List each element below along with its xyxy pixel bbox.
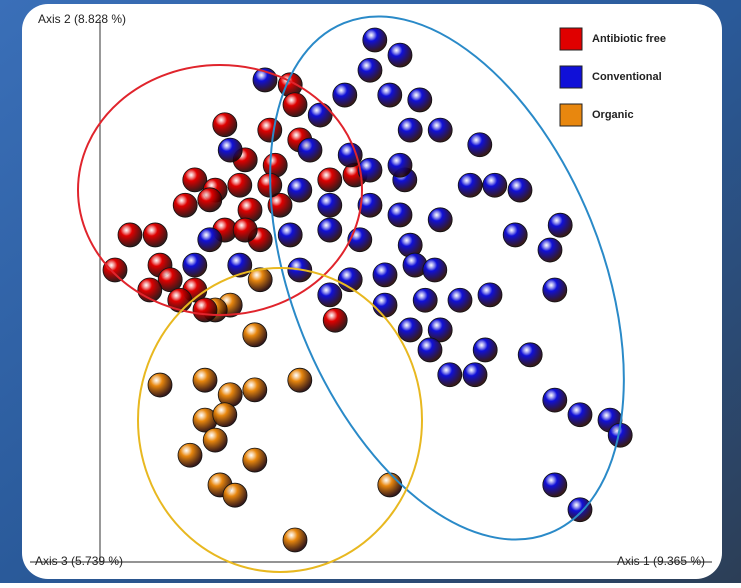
point [378,83,402,107]
point [173,193,197,217]
point [398,318,422,342]
y-axis-label: Axis 2 (8.828 %) [38,12,126,26]
point [543,278,567,302]
point [243,323,267,347]
point [218,138,242,162]
point [358,58,382,82]
z-axis-label: Axis 3 (5.739 %) [35,554,123,568]
legend-label: Conventional [592,71,662,83]
point [418,338,442,362]
point [118,223,142,247]
point [468,133,492,157]
point [233,218,257,242]
point [428,208,452,232]
point [478,283,502,307]
point [243,378,267,402]
point [543,388,567,412]
point [333,83,357,107]
point [193,368,217,392]
point [348,228,372,252]
point [168,288,192,312]
point [503,223,527,247]
point [373,263,397,287]
legend-swatch [560,28,582,50]
point [483,173,507,197]
point [428,118,452,142]
point [423,258,447,282]
point [568,498,592,522]
point [518,343,542,367]
point [213,113,237,137]
point [203,428,227,452]
point [473,338,497,362]
point [178,443,202,467]
point [448,288,472,312]
point [258,118,282,142]
point [458,173,482,197]
point [408,88,432,112]
point [148,373,172,397]
point [373,293,397,317]
point [318,218,342,242]
point [323,308,347,332]
point [438,363,462,387]
point [198,228,222,252]
point [193,298,217,322]
point [288,368,312,392]
legend-label: Antibiotic free [592,33,666,45]
point [223,483,247,507]
legend-swatch [560,66,582,88]
point [543,473,567,497]
point [378,473,402,497]
point [308,103,332,127]
point [388,153,412,177]
point [548,213,572,237]
chart: Axis 2 (8.828 %) Axis 3 (5.739 %) Axis 1… [0,0,741,583]
point [183,253,207,277]
point [413,288,437,312]
point [318,193,342,217]
point [143,223,167,247]
point [288,178,312,202]
point [283,528,307,552]
point [298,138,322,162]
point [538,238,562,262]
point [568,403,592,427]
panel [22,4,722,579]
point [103,258,127,282]
point [243,448,267,472]
legend-label: Organic [592,109,634,121]
point [228,173,252,197]
point [398,118,422,142]
point [463,363,487,387]
x-axis-label: Axis 1 (9.365 %) [617,554,705,568]
point [363,28,387,52]
point [213,403,237,427]
point [283,93,307,117]
point [278,223,302,247]
point [318,283,342,307]
legend-swatch [560,104,582,126]
point [508,178,532,202]
point [318,168,342,192]
point [198,188,222,212]
point [388,203,412,227]
point [388,43,412,67]
